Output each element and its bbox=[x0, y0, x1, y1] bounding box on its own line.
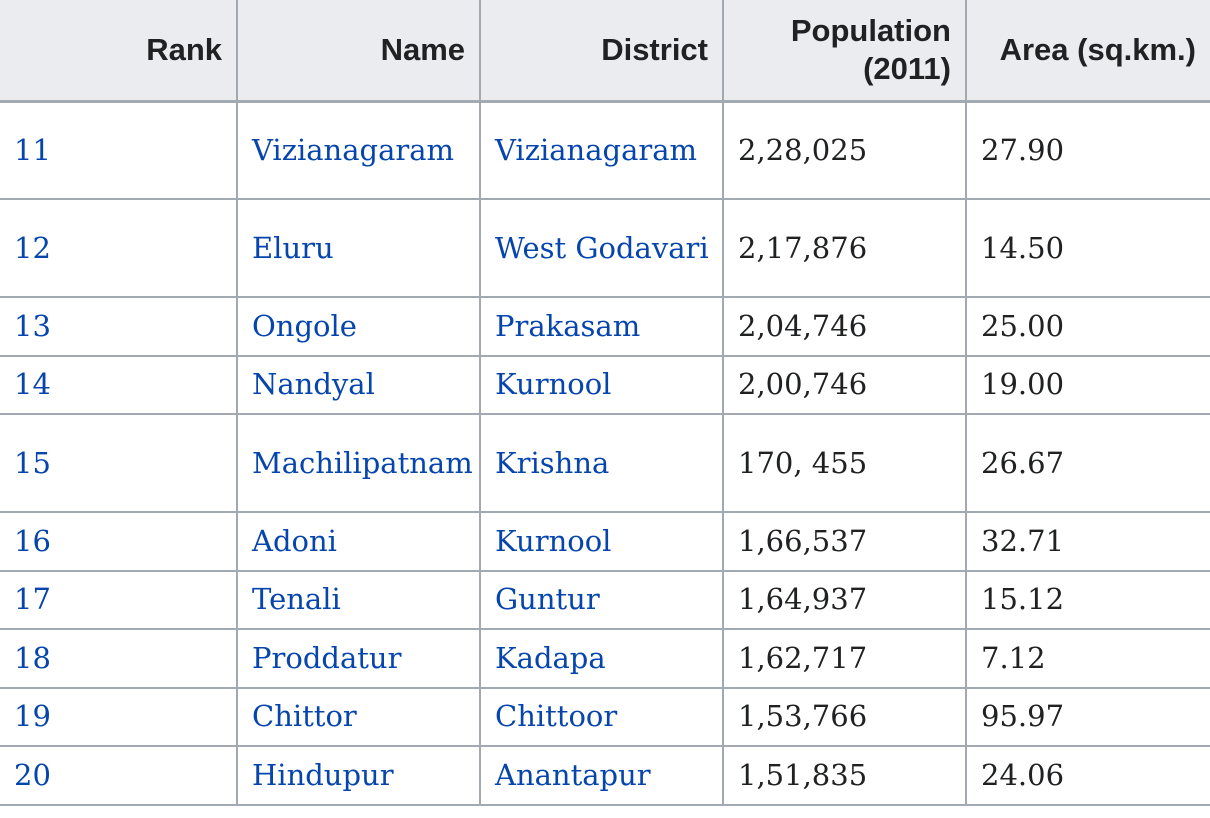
rank-link[interactable]: 19 bbox=[14, 699, 51, 734]
area-cell: 19.00 bbox=[965, 354, 1210, 415]
city-name-cell: Nandyal bbox=[236, 354, 481, 415]
area-cell: 15.12 bbox=[965, 569, 1210, 630]
district-cell: Kadapa bbox=[479, 628, 724, 689]
population-cell: 2,17,876 bbox=[722, 198, 967, 298]
population-cell: 1,53,766 bbox=[722, 686, 967, 747]
rank-cell: 18 bbox=[0, 628, 238, 689]
city-name-link[interactable]: Hindupur bbox=[252, 757, 394, 792]
table-body: 11 Vizianagaram Vizianagaram 2,28,025 27.90 1… bbox=[0, 100, 1210, 806]
area-cell: 27.90 bbox=[965, 100, 1210, 200]
rank-cell: 19 bbox=[0, 686, 238, 747]
district-cell: Krishna bbox=[479, 413, 724, 513]
header-population[interactable]: Population (2011) bbox=[722, 0, 967, 103]
city-name-link[interactable]: Chittor bbox=[252, 699, 357, 734]
header-rank[interactable]: Rank bbox=[0, 0, 238, 103]
population-cell: 1,51,835 bbox=[722, 745, 967, 806]
header-name[interactable]: Name bbox=[236, 0, 481, 103]
rank-cell: 14 bbox=[0, 354, 238, 415]
city-name-cell: Eluru bbox=[236, 198, 481, 298]
population-cell: 1,62,717 bbox=[722, 628, 967, 689]
district-cell: Anantapur bbox=[479, 745, 724, 806]
area-cell: 25.00 bbox=[965, 296, 1210, 357]
city-name-cell: Machilipatnam bbox=[236, 413, 481, 513]
rank-cell: 16 bbox=[0, 511, 238, 572]
population-cell: 1,66,537 bbox=[722, 511, 967, 572]
table-row: 18 Proddatur Kadapa 1,62,717 7.12 bbox=[0, 628, 1210, 689]
city-name-link[interactable]: Machilipatnam bbox=[252, 445, 473, 480]
header-district[interactable]: District bbox=[479, 0, 724, 103]
rank-link[interactable]: 16 bbox=[14, 523, 51, 558]
district-cell: Kurnool bbox=[479, 511, 724, 572]
rank-link[interactable]: 18 bbox=[14, 640, 51, 675]
table-row: 16 Adoni Kurnool 1,66,537 32.71 bbox=[0, 511, 1210, 572]
city-name-link[interactable]: Tenali bbox=[252, 582, 341, 617]
district-cell: Prakasam bbox=[479, 296, 724, 357]
district-cell: West Godavari bbox=[479, 198, 724, 298]
table-row: 13 Ongole Prakasam 2,04,746 25.00 bbox=[0, 296, 1210, 357]
population-cell: 2,00,746 bbox=[722, 354, 967, 415]
rank-link[interactable]: 12 bbox=[14, 230, 51, 265]
table-row: 12 Eluru West Godavari 2,17,876 14.50 bbox=[0, 198, 1210, 298]
city-name-link[interactable]: Vizianagaram bbox=[252, 132, 455, 167]
rank-link[interactable]: 15 bbox=[14, 445, 51, 480]
district-link[interactable]: Prakasam bbox=[495, 308, 641, 343]
city-name-cell: Vizianagaram bbox=[236, 100, 481, 200]
header-area[interactable]: Area (sq.km.) bbox=[965, 0, 1210, 103]
city-name-link[interactable]: Adoni bbox=[252, 523, 337, 558]
city-name-cell: Ongole bbox=[236, 296, 481, 357]
city-name-link[interactable]: Proddatur bbox=[252, 640, 402, 675]
rank-cell: 12 bbox=[0, 198, 238, 298]
district-link[interactable]: West Godavari bbox=[495, 230, 709, 265]
rank-link[interactable]: 20 bbox=[14, 757, 51, 792]
area-cell: 95.97 bbox=[965, 686, 1210, 747]
rank-cell: 11 bbox=[0, 100, 238, 200]
table-row: 17 Tenali Guntur 1,64,937 15.12 bbox=[0, 569, 1210, 630]
table-row: 15 Machilipatnam Krishna 170, 455 26.67 bbox=[0, 413, 1210, 513]
city-name-cell: Proddatur bbox=[236, 628, 481, 689]
district-cell: Chittoor bbox=[479, 686, 724, 747]
district-link[interactable]: Guntur bbox=[495, 582, 600, 617]
district-cell: Vizianagaram bbox=[479, 100, 724, 200]
population-cell: 2,04,746 bbox=[722, 296, 967, 357]
district-link[interactable]: Kurnool bbox=[495, 523, 612, 558]
district-link[interactable]: Krishna bbox=[495, 445, 610, 480]
city-name-link[interactable]: Ongole bbox=[252, 308, 357, 343]
rank-link[interactable]: 17 bbox=[14, 582, 51, 617]
district-cell: Kurnool bbox=[479, 354, 724, 415]
rank-link[interactable]: 11 bbox=[14, 132, 51, 167]
rank-cell: 13 bbox=[0, 296, 238, 357]
rank-cell: 20 bbox=[0, 745, 238, 806]
area-cell: 7.12 bbox=[965, 628, 1210, 689]
district-link[interactable]: Anantapur bbox=[495, 757, 651, 792]
city-name-cell: Adoni bbox=[236, 511, 481, 572]
city-name-link[interactable]: Nandyal bbox=[252, 367, 375, 402]
city-name-cell: Chittor bbox=[236, 686, 481, 747]
area-cell: 26.67 bbox=[965, 413, 1210, 513]
district-link[interactable]: Kurnool bbox=[495, 367, 612, 402]
city-name-cell: Hindupur bbox=[236, 745, 481, 806]
header-row: Rank Name District Population (2011) Are… bbox=[0, 0, 1210, 103]
district-link[interactable]: Vizianagaram bbox=[495, 132, 698, 167]
area-cell: 14.50 bbox=[965, 198, 1210, 298]
rank-cell: 17 bbox=[0, 569, 238, 630]
area-cell: 24.06 bbox=[965, 745, 1210, 806]
district-link[interactable]: Chittoor bbox=[495, 699, 618, 734]
population-cell: 1,64,937 bbox=[722, 569, 967, 630]
table-row: 14 Nandyal Kurnool 2,00,746 19.00 bbox=[0, 354, 1210, 415]
table-row: 11 Vizianagaram Vizianagaram 2,28,025 27.90 bbox=[0, 100, 1210, 200]
table-row: 20 Hindupur Anantapur 1,51,835 24.06 bbox=[0, 745, 1210, 806]
rank-link[interactable]: 14 bbox=[14, 367, 51, 402]
district-cell: Guntur bbox=[479, 569, 724, 630]
population-cell: 170, 455 bbox=[722, 413, 967, 513]
city-name-link[interactable]: Eluru bbox=[252, 230, 334, 265]
city-name-cell: Tenali bbox=[236, 569, 481, 630]
district-link[interactable]: Kadapa bbox=[495, 640, 606, 675]
rank-cell: 15 bbox=[0, 413, 238, 513]
rank-link[interactable]: 13 bbox=[14, 308, 51, 343]
population-cell: 2,28,025 bbox=[722, 100, 967, 200]
area-cell: 32.71 bbox=[965, 511, 1210, 572]
table-row: 19 Chittor Chittoor 1,53,766 95.97 bbox=[0, 686, 1210, 747]
